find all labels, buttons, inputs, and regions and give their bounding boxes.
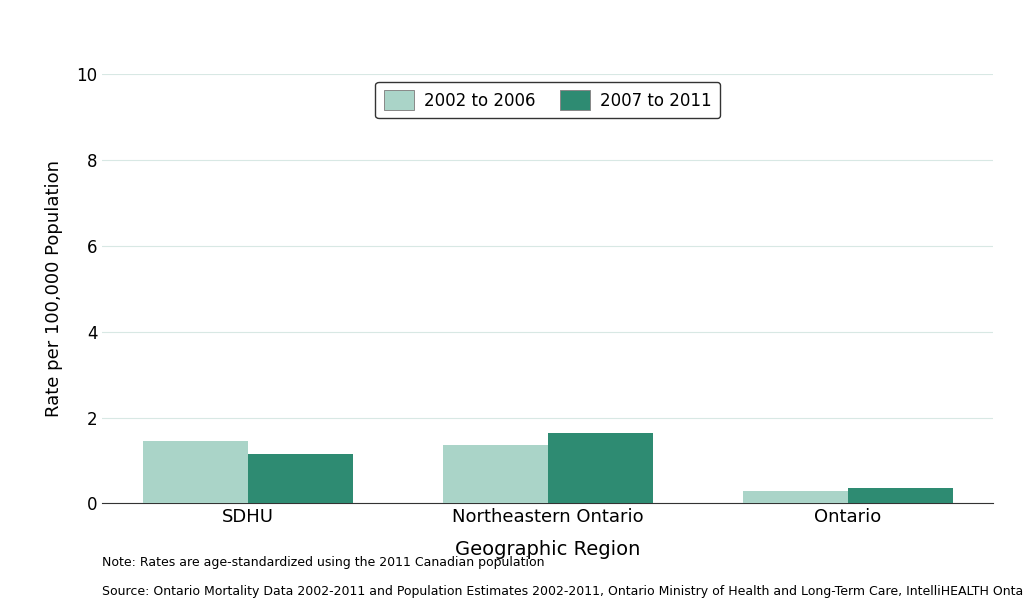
Y-axis label: Rate per 100,000 Population: Rate per 100,000 Population <box>44 160 62 417</box>
Bar <box>143 441 248 503</box>
Bar <box>548 432 653 503</box>
Text: Note: Rates are age-standardized using the 2011 Canadian population: Note: Rates are age-standardized using t… <box>102 556 545 569</box>
Text: Source: Ontario Mortality Data 2002-2011 and Population Estimates 2002-2011, Ont: Source: Ontario Mortality Data 2002-2011… <box>102 585 1024 597</box>
Legend: 2002 to 2006, 2007 to 2011: 2002 to 2006, 2007 to 2011 <box>376 82 720 118</box>
X-axis label: Geographic Region: Geographic Region <box>455 540 641 559</box>
Bar <box>848 488 952 503</box>
Bar <box>742 491 848 503</box>
Bar <box>248 454 353 503</box>
Bar <box>442 446 548 503</box>
